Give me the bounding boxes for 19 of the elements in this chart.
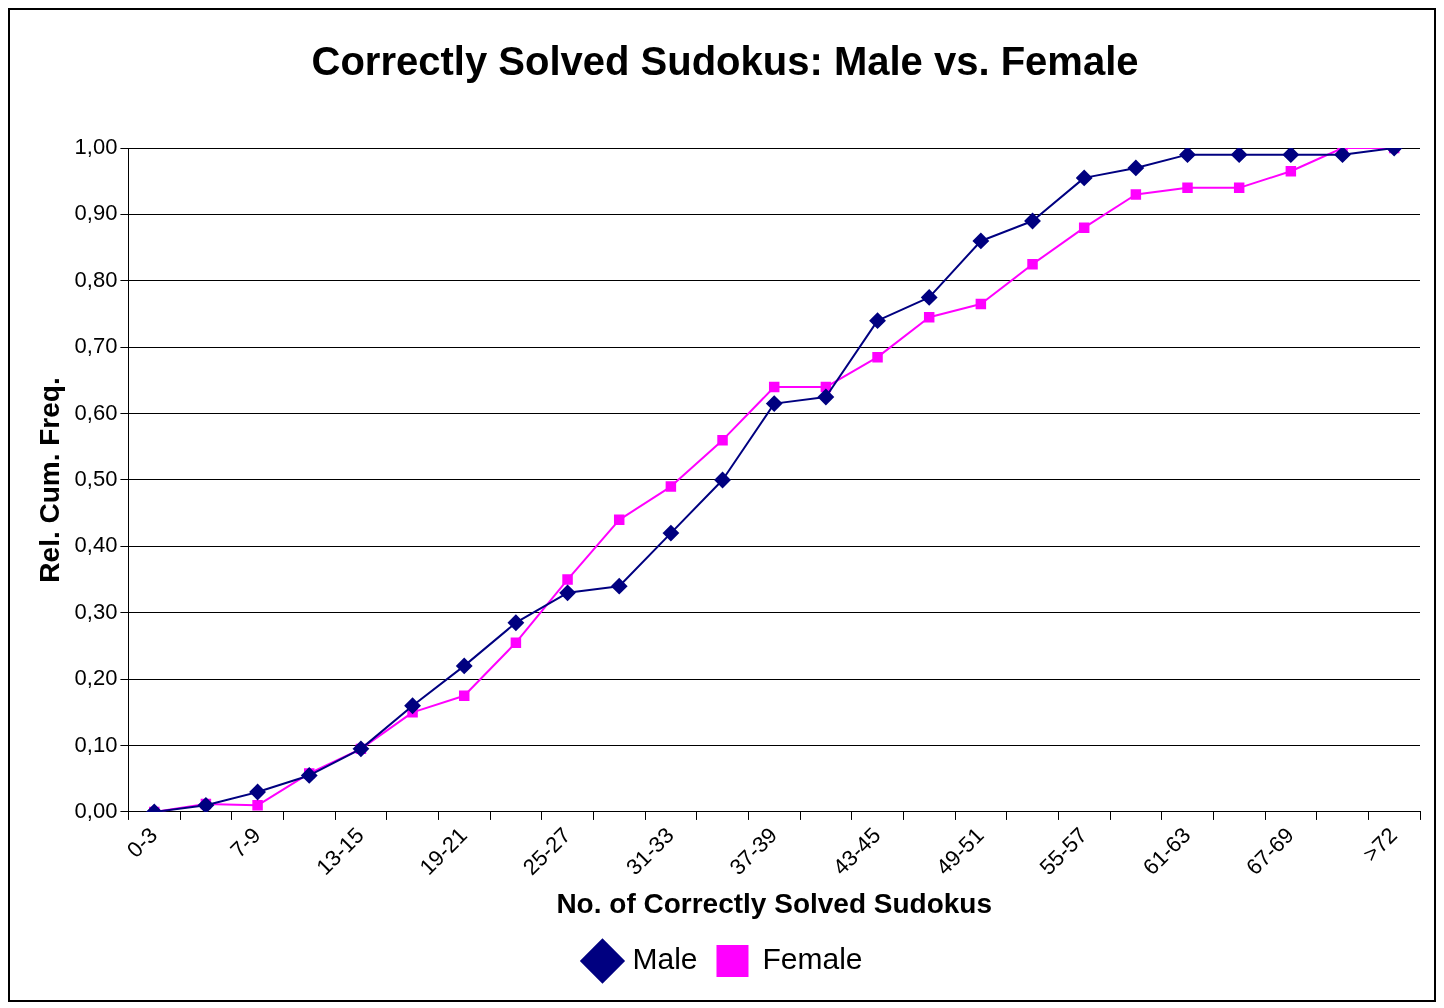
x-tick-label: 0-3 (121, 822, 163, 863)
x-axis-title: No. of Correctly Solved Sudokus (556, 887, 993, 919)
y-tick-label: 1,00 (74, 134, 118, 160)
chart-title: Correctly Solved Sudokus: Male vs. Female (311, 39, 1139, 84)
x-tick-label: >72 (1357, 822, 1402, 867)
y-tick-label: 0,30 (74, 598, 118, 624)
legend-label: Female (762, 942, 863, 976)
y-tick-label: 0,00 (74, 798, 118, 824)
x-tick-label: 7-9 (225, 822, 266, 863)
y-tick-label: 0,80 (74, 266, 118, 292)
y-tick-label: 0,20 (74, 665, 118, 691)
y-tick-label: 0,10 (74, 731, 118, 757)
y-tick-label: 0,50 (74, 466, 118, 492)
y-tick-label: 0,40 (74, 532, 118, 558)
y-tick-label: 0,90 (74, 200, 118, 226)
y-tick-label: 0,60 (74, 399, 118, 425)
y-axis-title: Rel. Cum. Freq. (33, 377, 65, 583)
legend-label: Male (632, 942, 698, 976)
y-tick-label: 0,70 (74, 333, 118, 359)
